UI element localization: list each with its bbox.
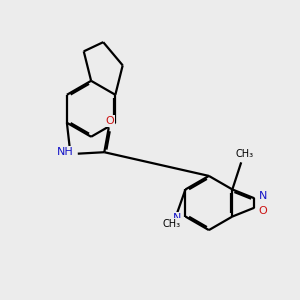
Text: O: O (105, 116, 114, 126)
Text: O: O (259, 206, 268, 216)
Text: NH: NH (57, 147, 74, 157)
Text: N: N (259, 191, 267, 201)
Text: CH₃: CH₃ (162, 219, 180, 229)
Text: CH₃: CH₃ (236, 148, 254, 158)
Text: N: N (173, 213, 182, 223)
